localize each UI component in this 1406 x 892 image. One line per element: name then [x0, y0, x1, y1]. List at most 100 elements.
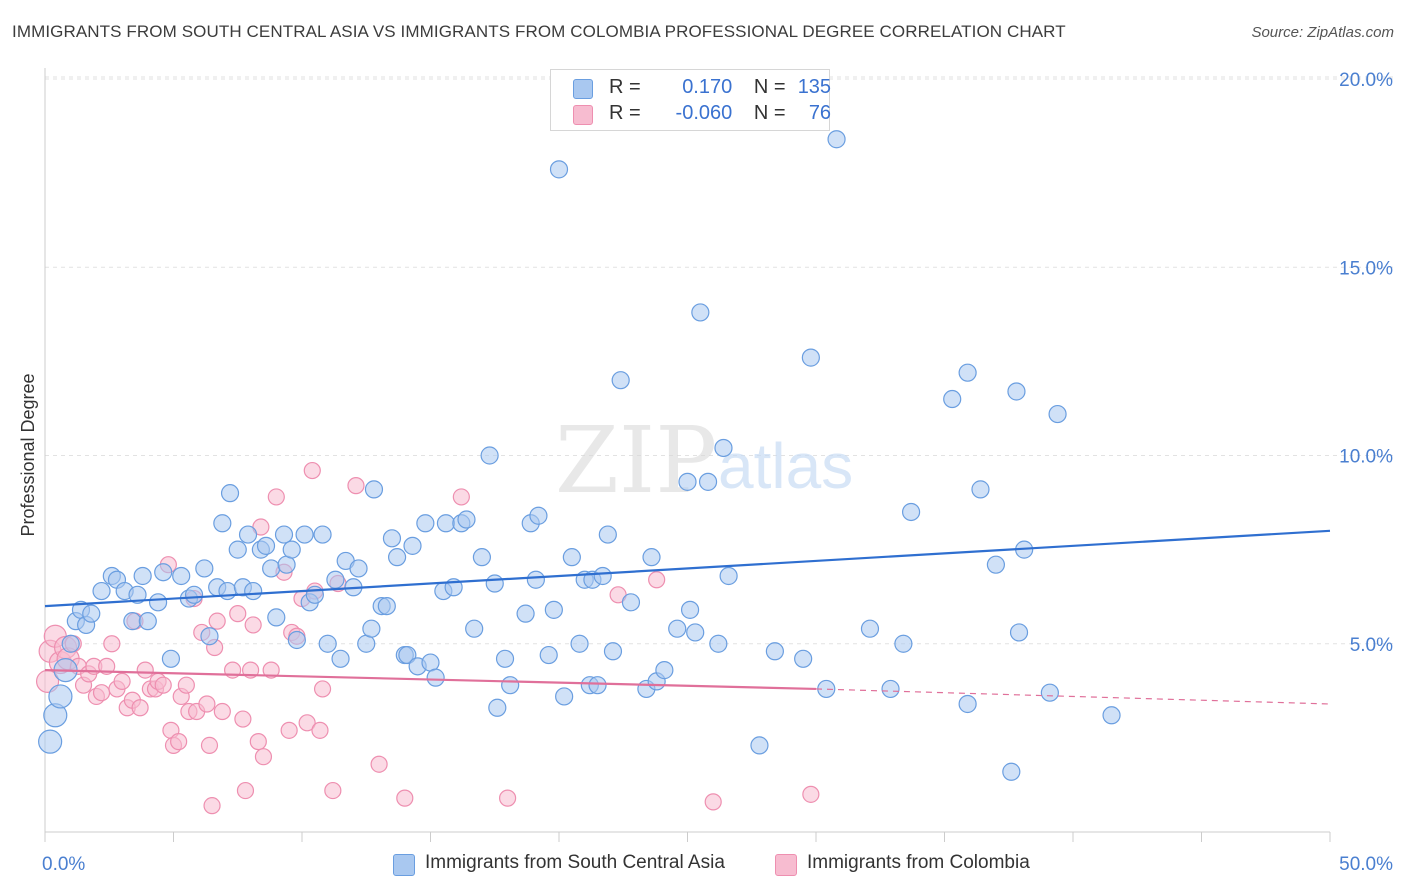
data-point	[801, 348, 820, 367]
data-point	[1048, 404, 1067, 424]
legend-n-value-blue: 135	[797, 76, 832, 98]
data-point	[1007, 382, 1026, 401]
data-point	[138, 612, 157, 631]
data-point	[881, 679, 900, 699]
data-point	[213, 702, 231, 721]
data-point	[765, 642, 784, 661]
chart-title: IMMIGRANTS FROM SOUTH CENTRAL ASIA VS IM…	[12, 22, 1066, 41]
data-point	[82, 604, 101, 623]
data-point	[549, 160, 569, 179]
data-point	[357, 634, 376, 653]
data-point	[200, 736, 219, 755]
data-point	[396, 789, 414, 807]
y-axis-label: Professional Degree	[18, 373, 38, 536]
legend-swatch-blue	[573, 79, 593, 99]
data-point	[267, 608, 286, 627]
data-point	[277, 555, 296, 574]
data-point	[148, 593, 168, 612]
data-point	[349, 559, 368, 578]
data-point	[364, 480, 384, 499]
data-point	[229, 605, 247, 623]
data-point	[298, 714, 316, 732]
data-point	[472, 548, 491, 567]
legend-n-value-pink: 76	[808, 102, 832, 124]
data-point	[570, 634, 589, 653]
data-point	[894, 634, 913, 653]
data-point	[958, 363, 977, 382]
data-point	[382, 529, 402, 548]
data-point	[362, 619, 381, 638]
data-point	[588, 676, 607, 695]
data-point	[598, 525, 617, 544]
data-point	[256, 536, 276, 555]
data-point	[92, 684, 111, 702]
data-point	[495, 649, 515, 668]
data-point	[262, 661, 280, 679]
data-point	[326, 570, 345, 589]
watermark-atlas: atlas	[718, 430, 853, 502]
data-point	[526, 570, 545, 589]
data-point	[313, 680, 332, 698]
data-point	[648, 571, 666, 589]
data-point	[48, 684, 73, 709]
data-point	[170, 733, 188, 751]
data-point	[698, 472, 718, 491]
data-point	[203, 797, 221, 815]
data-point	[311, 721, 329, 739]
bottom-legend-swatch-pink	[775, 854, 797, 876]
gridlines	[45, 76, 1393, 645]
watermark: ZIP atlas	[555, 407, 853, 514]
trendline-colombia-extrapolated	[815, 688, 1331, 705]
data-point	[282, 540, 301, 559]
data-point	[539, 645, 558, 665]
data-point	[267, 488, 285, 506]
data-point	[280, 721, 298, 739]
data-point	[161, 649, 181, 668]
data-point	[529, 506, 548, 525]
data-point	[555, 687, 574, 706]
data-point	[113, 672, 131, 691]
data-point	[499, 789, 517, 807]
x-tick-label-max: 50.0%	[1339, 854, 1393, 875]
data-point	[234, 710, 252, 728]
data-point	[200, 627, 219, 646]
data-point	[220, 484, 240, 503]
data-point	[331, 649, 350, 668]
data-point	[370, 755, 388, 773]
data-point	[621, 593, 641, 612]
data-point	[172, 566, 191, 586]
data-point	[680, 600, 700, 619]
data-point	[244, 616, 262, 634]
data-point	[377, 596, 396, 616]
data-point	[485, 574, 504, 593]
data-point	[103, 635, 121, 653]
y-tick-label: 10.0%	[1339, 447, 1393, 468]
legend-r-value-pink: -0.060	[675, 102, 733, 124]
data-point	[387, 548, 407, 567]
data-point	[1102, 706, 1121, 725]
data-point	[686, 623, 705, 642]
legend-r-label: R =	[609, 102, 641, 124]
data-point	[426, 668, 445, 687]
data-point	[794, 649, 813, 668]
data-point	[691, 303, 710, 322]
data-point	[313, 525, 332, 544]
data-point	[177, 676, 195, 694]
data-point	[958, 694, 977, 714]
data-point	[986, 555, 1006, 574]
data-point	[228, 540, 247, 559]
data-point	[131, 699, 149, 717]
data-point	[123, 612, 142, 631]
data-point	[262, 559, 281, 578]
data-point	[480, 446, 499, 465]
x-tick-label-min: 0.0%	[42, 854, 85, 875]
data-point	[1002, 762, 1021, 781]
data-point	[398, 645, 417, 665]
data-point	[244, 581, 263, 601]
data-point	[611, 371, 630, 390]
data-point	[416, 514, 435, 533]
y-tick-label: 15.0%	[1339, 258, 1393, 279]
series-south-central-asia-points	[38, 130, 1121, 781]
data-point	[254, 748, 273, 766]
